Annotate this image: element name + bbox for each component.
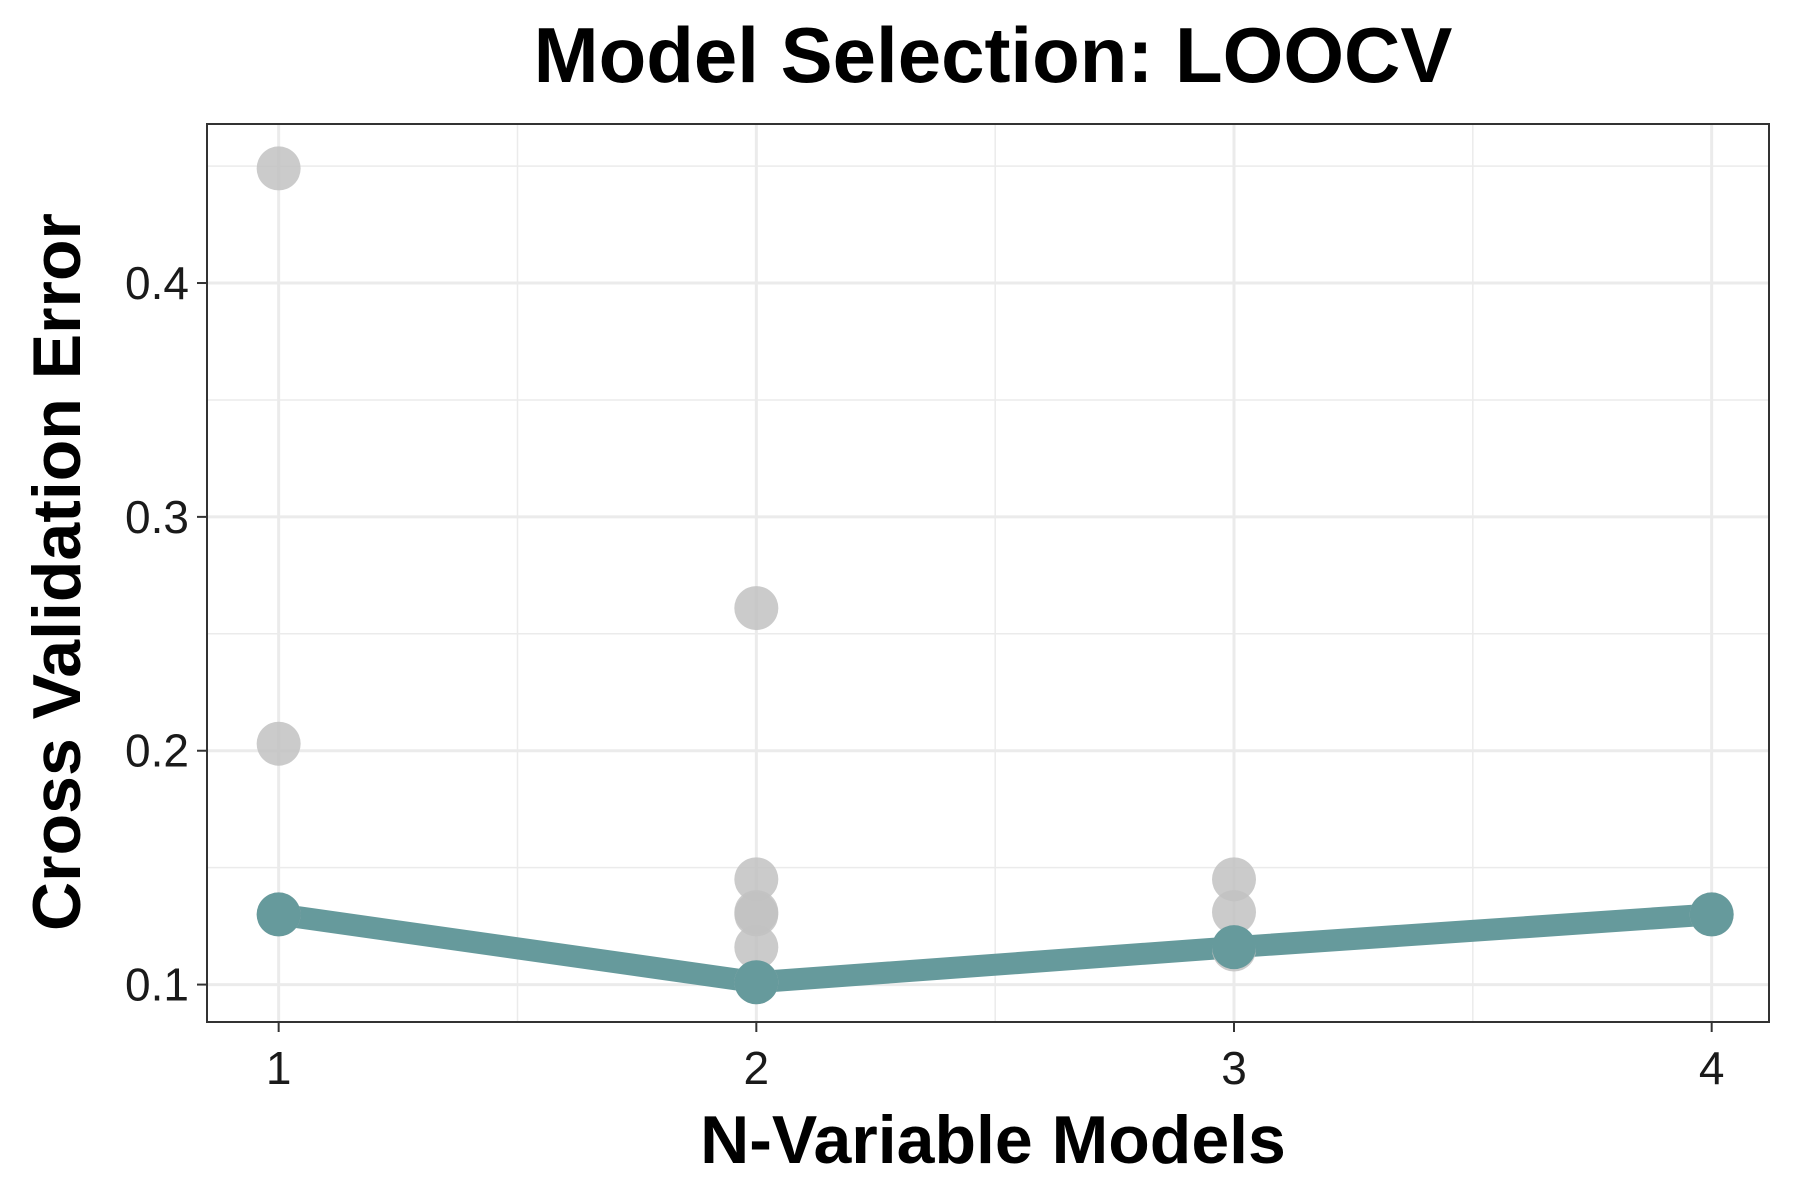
data-points-layer [256,146,1734,1005]
best-model-point [734,960,779,1005]
y-tick-label: 0.2 [125,725,189,777]
axis-ticks: 1 2 3 4 0.1 0.2 0.3 0.4 [125,257,1724,1094]
candidate-model-point [1212,857,1257,902]
panel-border [206,123,1770,1023]
candidate-model-point [734,892,779,937]
candidate-model-point [256,721,301,766]
y-tick-label: 0.3 [125,491,189,543]
best-model-point [1212,925,1257,970]
y-axis-title: Cross Validation Error [19,213,95,931]
x-axis-title: N-Variable Models [700,1102,1286,1178]
x-tick-label: 1 [266,1042,292,1094]
best-model-point [256,892,301,937]
x-tick-label: 3 [1221,1042,1247,1094]
y-tick-label: 0.1 [125,959,189,1011]
y-tick-label: 0.4 [125,257,189,309]
candidate-model-point [256,146,301,191]
candidate-model-point [734,925,779,970]
x-tick-label: 4 [1699,1042,1725,1094]
candidate-model-point [734,586,779,631]
candidate-model-point [734,857,779,902]
chart-title: Model Selection: LOOCV [534,11,1453,99]
best-model-line-layer [267,903,1723,994]
best-model-point [1689,892,1734,937]
candidate-model-point [1212,890,1257,935]
x-tick-label: 2 [744,1042,770,1094]
best-model-line [267,903,1723,994]
